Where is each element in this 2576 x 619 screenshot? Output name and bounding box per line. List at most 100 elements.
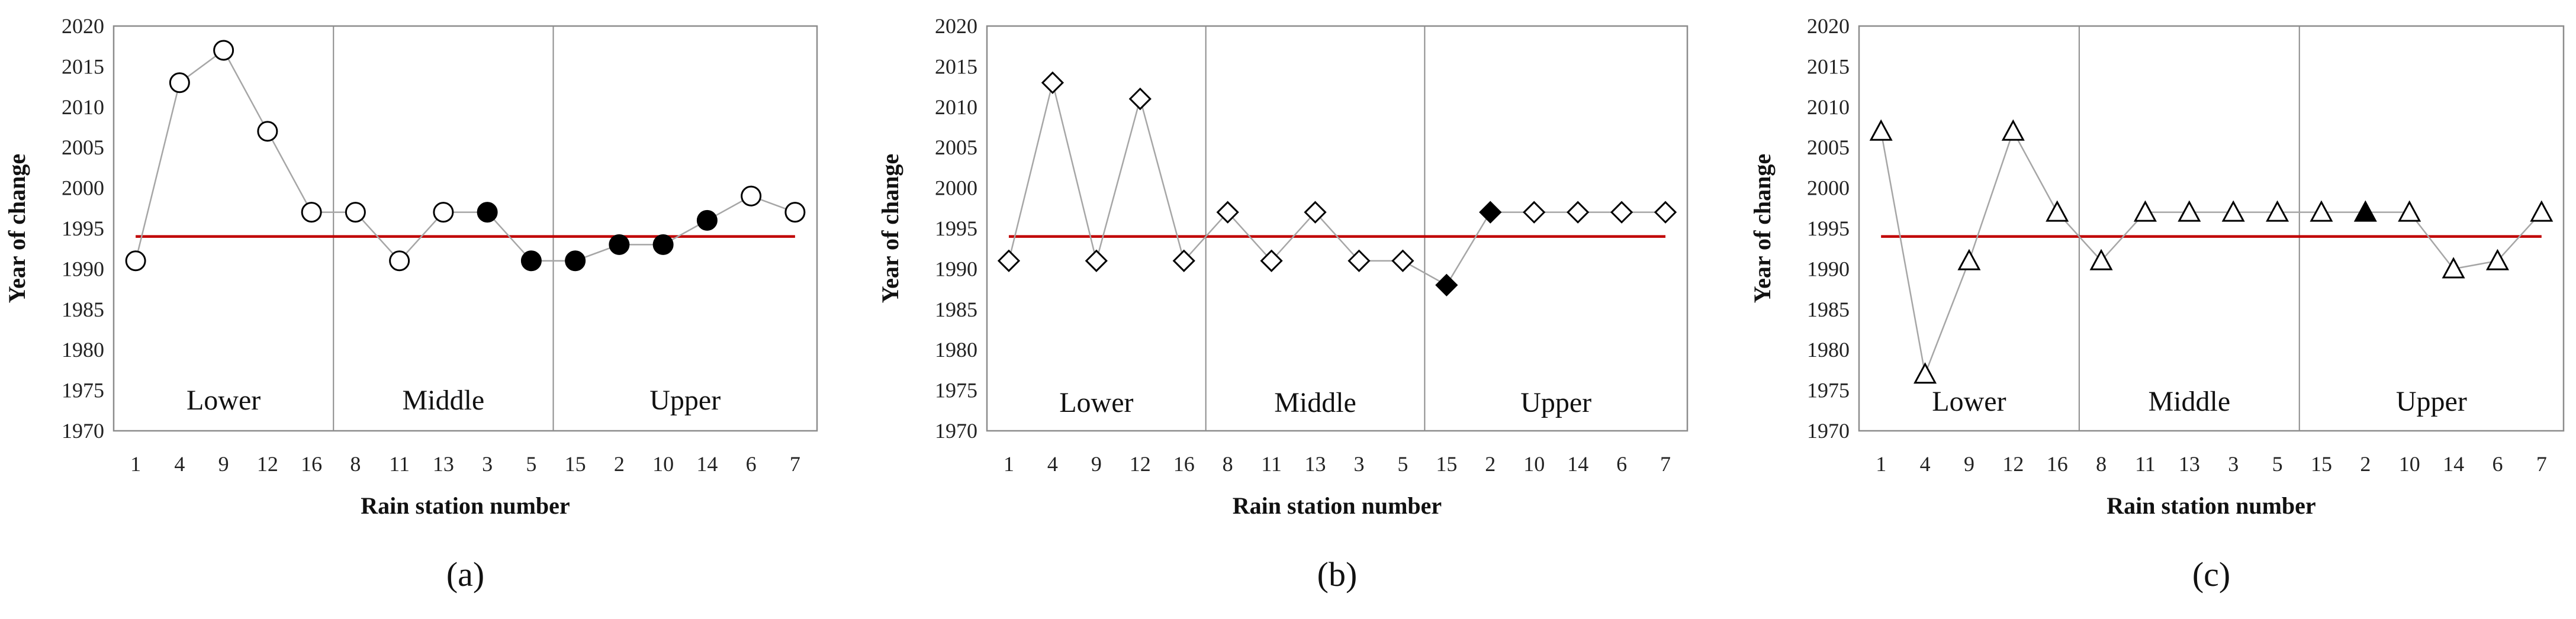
- x-tick-label: 14: [696, 452, 718, 476]
- x-tick-label: 16: [1173, 452, 1195, 476]
- data-point: [1913, 362, 1937, 384]
- x-tick-label: 2: [1485, 452, 1496, 476]
- region-label-middle: Middle: [403, 385, 485, 416]
- region-label-upper: Upper: [2396, 386, 2467, 417]
- panel-label: (b): [1317, 555, 1358, 594]
- x-tick-label: 15: [1436, 452, 1457, 476]
- data-point: [1567, 201, 1590, 224]
- data-point: [169, 72, 190, 94]
- series-line: [1880, 129, 2542, 377]
- x-tick-label: 16: [301, 452, 322, 476]
- x-tick-label: 3: [482, 452, 493, 476]
- y-axis-title: Year of change: [4, 154, 30, 304]
- data-point: [2178, 200, 2201, 222]
- x-tick-label: 11: [1261, 452, 1282, 476]
- data-point: [477, 202, 498, 223]
- data-point: [784, 202, 806, 223]
- data-point: [2353, 200, 2377, 222]
- y-tick-label: 1970: [62, 419, 104, 443]
- y-tick-label: 1980: [1807, 338, 1850, 362]
- x-tick-label: 9: [1091, 452, 1102, 476]
- data-point: [1128, 87, 1152, 111]
- y-axis-title: Year of change: [877, 154, 903, 304]
- x-tick-label: 5: [1397, 452, 1408, 476]
- x-tick-label: 13: [2179, 452, 2200, 476]
- x-tick-label: 16: [2047, 452, 2068, 476]
- data-point: [433, 202, 454, 223]
- y-tick-label: 2000: [1807, 176, 1850, 200]
- x-tick-label: 5: [2272, 452, 2283, 476]
- y-tick-label: 1975: [62, 379, 104, 402]
- data-point: [2530, 200, 2554, 222]
- plot-frame: [986, 25, 1689, 432]
- data-point: [1041, 71, 1065, 94]
- x-tick-label: 10: [1523, 452, 1545, 476]
- data-point: [652, 234, 674, 255]
- data-point: [2221, 200, 2245, 222]
- x-tick-label: 11: [389, 452, 410, 476]
- data-point: [741, 185, 762, 207]
- data-point: [1304, 201, 1327, 224]
- region-label-lower: Lower: [186, 385, 261, 416]
- y-tick-label: 2005: [62, 136, 104, 159]
- x-tick-label: 3: [2228, 452, 2239, 476]
- y-tick-label: 1985: [62, 298, 104, 321]
- y-tick-label: 2005: [1807, 136, 1850, 159]
- x-tick-label: 5: [526, 452, 536, 476]
- y-tick-label: 2015: [62, 54, 104, 78]
- plot-frame: [112, 25, 818, 432]
- y-tick-label: 2000: [935, 176, 977, 200]
- x-tick-label: 13: [433, 452, 454, 476]
- y-tick-label: 2010: [62, 95, 104, 119]
- x-tick-label: 12: [2002, 452, 2024, 476]
- region-label-middle: Middle: [2148, 386, 2230, 417]
- data-point: [1260, 249, 1283, 272]
- y-tick-label: 2015: [935, 54, 977, 78]
- x-tick-label: 8: [1223, 452, 1233, 476]
- x-tick-label: 4: [174, 452, 185, 476]
- data-point: [696, 209, 718, 231]
- x-tick-label: 4: [1047, 452, 1058, 476]
- x-tick-label: 1: [130, 452, 141, 476]
- data-point: [1610, 201, 1633, 224]
- data-point: [2266, 200, 2289, 222]
- x-tick-label: 14: [2443, 452, 2464, 476]
- data-point: [125, 250, 146, 272]
- data-point: [1216, 201, 1239, 224]
- x-tick-label: 4: [1920, 452, 1931, 476]
- x-tick-label: 10: [652, 452, 674, 476]
- y-tick-label: 1975: [1807, 379, 1850, 402]
- data-point: [2398, 200, 2421, 222]
- data-point: [565, 250, 586, 272]
- data-point: [1523, 201, 1546, 224]
- data-point: [1172, 249, 1195, 272]
- data-point: [2485, 249, 2509, 270]
- y-axis-title: Year of change: [1749, 154, 1776, 304]
- chart-panel-1: 1970197519801985199019952000200520102015…: [4, 14, 818, 594]
- panel-label: (c): [2192, 555, 2230, 594]
- x-tick-label: 14: [1567, 452, 1588, 476]
- y-tick-label: 1990: [62, 257, 104, 281]
- y-tick-label: 2010: [1807, 95, 1850, 119]
- data-point: [213, 40, 234, 61]
- y-tick-label: 1995: [62, 217, 104, 240]
- data-point: [2442, 257, 2465, 279]
- chart-panel-2: 1970197519801985199019952000200520102015…: [877, 14, 1689, 594]
- y-tick-label: 2000: [62, 176, 104, 200]
- y-tick-label: 2010: [935, 95, 977, 119]
- y-tick-label: 2020: [62, 14, 104, 38]
- data-point: [1391, 249, 1414, 272]
- x-tick-label: 6: [2492, 452, 2503, 476]
- panel-label: (a): [446, 555, 484, 594]
- data-point: [1435, 273, 1458, 296]
- data-point: [345, 202, 366, 223]
- data-point: [2310, 200, 2333, 222]
- x-tick-label: 6: [746, 452, 757, 476]
- data-point: [1479, 201, 1502, 224]
- y-tick-label: 1990: [935, 257, 977, 281]
- x-tick-label: 7: [1660, 452, 1671, 476]
- series-line: [1008, 82, 1666, 286]
- x-tick-label: 1: [1004, 452, 1014, 476]
- x-tick-label: 12: [1130, 452, 1151, 476]
